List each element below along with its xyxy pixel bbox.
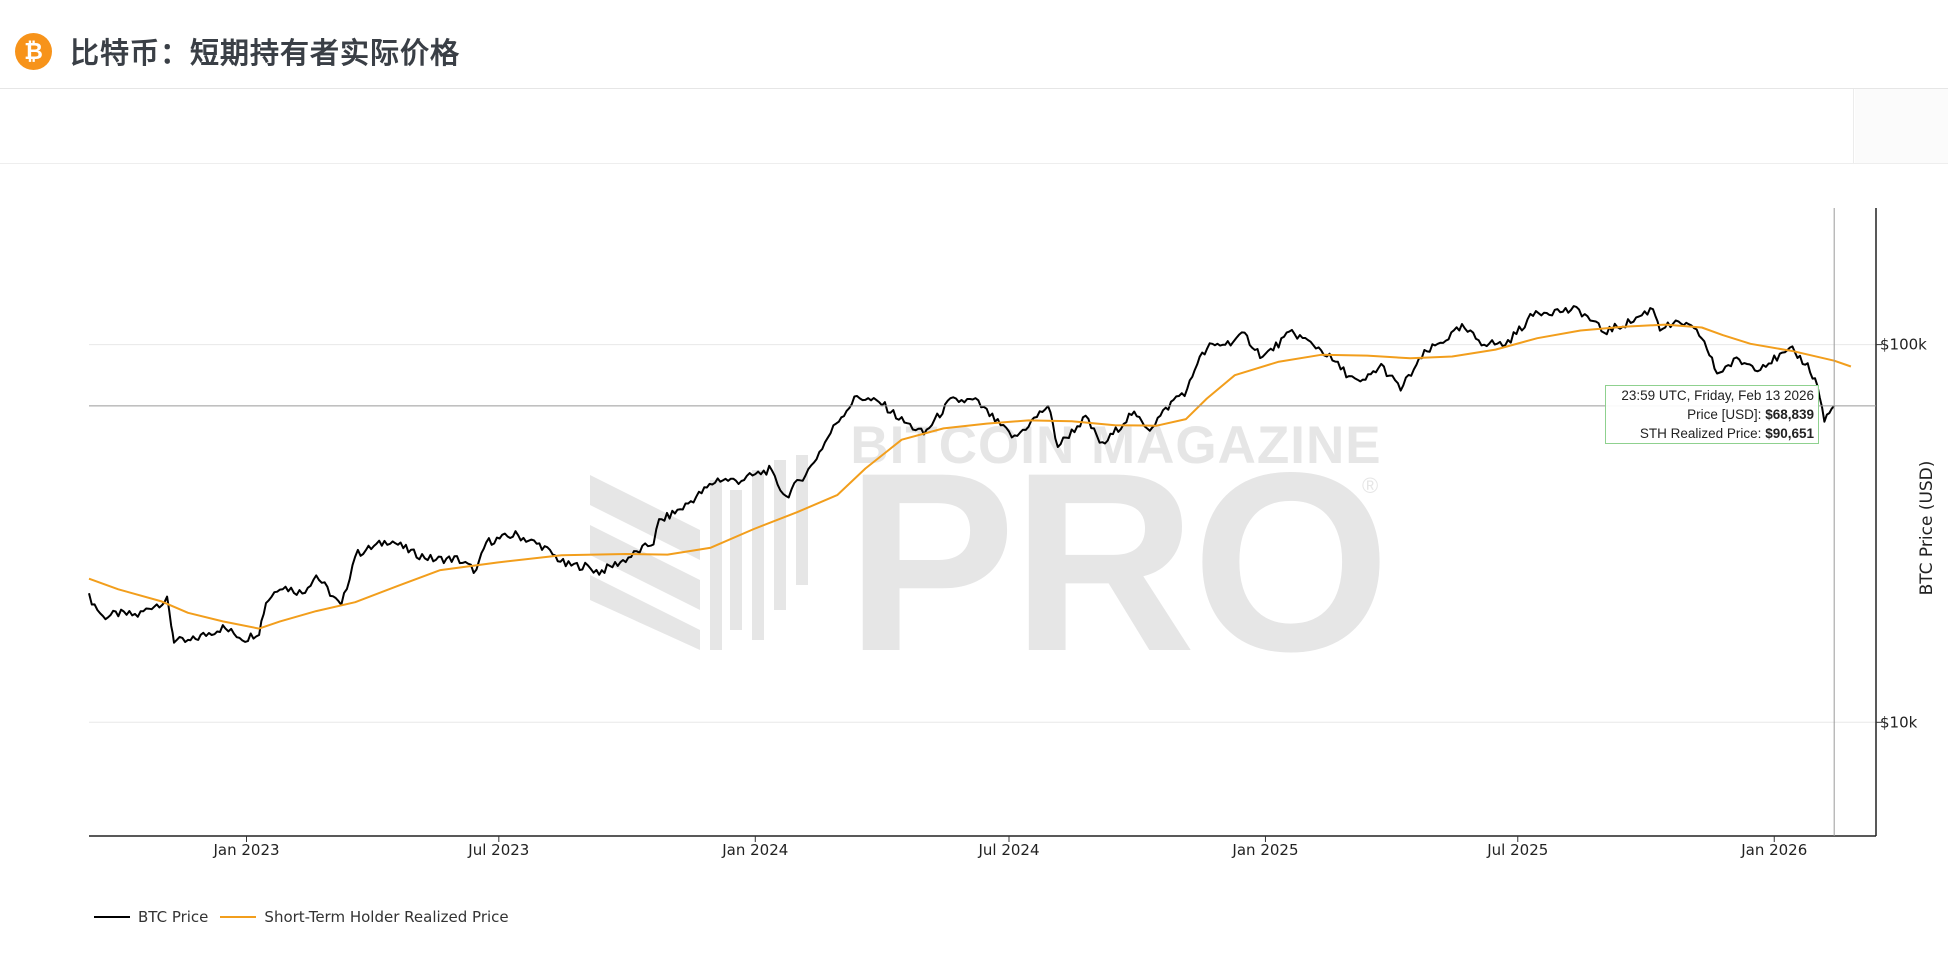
tooltip-price-value: $68,839 <box>1765 407 1814 422</box>
x-tick-label: Jul 2025 <box>1486 841 1548 859</box>
x-tick-label: Jul 2024 <box>977 841 1039 859</box>
x-tick-label: Jan 2026 <box>1740 841 1807 859</box>
page-header: ₿ 比特币：短期持有者实际价格 <box>0 0 1948 89</box>
series-line-sth-realized-price <box>88 323 1852 630</box>
series-line-btc-price <box>88 305 1835 644</box>
legend-item-sth-realized-price[interactable]: Short-Term Holder Realized Price <box>220 908 509 926</box>
watermark-logo-icon <box>590 455 808 650</box>
tooltip-sth-value: $90,651 <box>1765 426 1814 441</box>
watermark-line2: PRO <box>846 420 1387 705</box>
y-tick-label: $100k <box>1880 336 1927 354</box>
tooltip-sth-label: STH Realized Price: <box>1639 426 1762 441</box>
tooltip-price-row: Price [USD]: $68,839 <box>1606 405 1814 424</box>
chart-axes <box>89 208 1877 837</box>
crosshair <box>89 208 1876 836</box>
watermark-registered-mark: ® <box>1362 473 1378 498</box>
watermark: BITCOIN MAGAZINE PRO ® <box>590 416 1390 705</box>
data-tooltip: 23:59 UTC, Friday, Feb 13 2026 Price [US… <box>1605 385 1819 444</box>
legend-swatch-btc-price <box>94 916 130 918</box>
chart-toolbar <box>0 89 1948 164</box>
chart-gridlines <box>89 344 1876 723</box>
x-axis-ticks: Jan 2023 Jul 2023 Jan 2024 Jul 2024 Jan 2025… <box>212 836 1807 859</box>
y-axis-ticks: $10k $100k <box>1876 336 1927 731</box>
legend-label-btc-price: BTC Price <box>138 908 209 926</box>
x-tick-label: Jul 2023 <box>467 841 529 859</box>
tooltip-price-label: Price [USD]: <box>1687 407 1762 422</box>
legend-label-sth-realized-price: Short-Term Holder Realized Price <box>264 908 509 926</box>
page-title: 比特币：短期持有者实际价格 <box>70 36 461 70</box>
y-tick-label: $10k <box>1880 713 1918 731</box>
toolbar-menu-button[interactable] <box>1855 89 1948 163</box>
toolbar-divider <box>1853 89 1854 163</box>
legend-item-btc-price[interactable]: BTC Price <box>94 908 208 926</box>
x-tick-label: Jan 2024 <box>721 841 788 859</box>
y-axis-label: BTC Price (USD) <box>1917 461 1937 596</box>
x-tick-label: Jan 2025 <box>1231 841 1298 859</box>
chart-series <box>88 305 1852 644</box>
bitcoin-logo-icon: ₿ <box>15 33 52 70</box>
tooltip-sth-row: STH Realized Price: $90,651 <box>1606 424 1814 443</box>
tooltip-timestamp: 23:59 UTC, Friday, Feb 13 2026 <box>1621 388 1814 403</box>
chart-legend: BTC Price Short-Term Holder Realized Pri… <box>94 906 521 928</box>
x-tick-label: Jan 2023 <box>212 841 279 859</box>
legend-swatch-sth-realized-price <box>220 916 257 918</box>
